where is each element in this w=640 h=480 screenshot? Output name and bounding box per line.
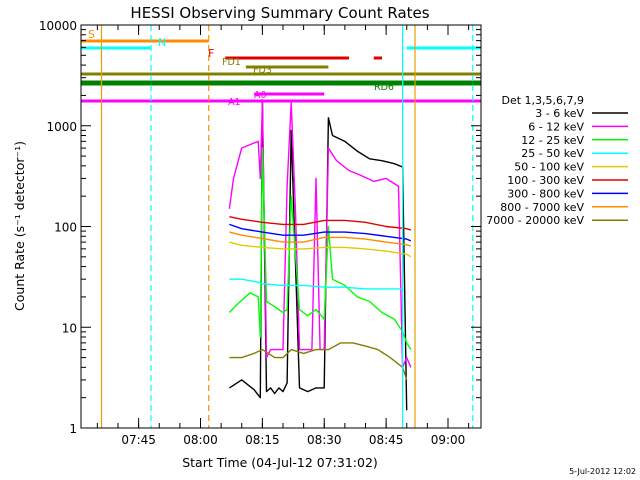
flag-label-f: F	[208, 47, 214, 60]
y-tick-label-100: 100	[54, 221, 77, 235]
y-tick-label-10000: 10000	[39, 19, 77, 33]
series-line-300-800-kev	[229, 223, 412, 242]
y-tick-label-10: 10	[62, 321, 77, 335]
x-axis-label: Start Time (04-Jul-12 07:31:02)	[182, 455, 378, 470]
series-line-800-7000-kev	[229, 231, 412, 247]
flag-label-s: S	[88, 28, 95, 41]
legend-label-100-300-kev: 100 - 300 keV	[507, 174, 584, 187]
legend-label-50-100-kev: 50 - 100 keV	[514, 161, 584, 174]
flag-label-a1: A1	[228, 97, 241, 108]
flag-label-a0: A0	[254, 90, 267, 101]
flag-label-rd6: RD6	[374, 82, 394, 93]
x-tick-label-08-45: 08:45	[369, 433, 404, 447]
legend-label-300-800-kev: 300 - 800 keV	[507, 187, 584, 200]
legend-label-6-12-kev: 6 - 12 keV	[528, 120, 584, 133]
x-tick-label-09-00: 09:00	[431, 433, 466, 447]
series-line-6-12-kev	[228, 101, 412, 368]
legend-title: Det 1,3,5,6,7,9	[501, 94, 584, 107]
series-layer	[228, 99, 412, 411]
x-tick-label-08-30: 08:30	[307, 433, 342, 447]
chart-title: HESSI Observing Summary Count Rates	[130, 4, 429, 22]
legend-label-7000-20000-kev: 7000 - 20000 keV	[486, 214, 584, 227]
flags-layer: S N F FD1 FD3 RD6 A0 A1	[80, 28, 481, 108]
x-tick-label-07-45: 07:45	[121, 433, 156, 447]
series-line-100-300-kev	[229, 216, 412, 231]
series-line-12-25-kev	[228, 147, 412, 350]
legend-label-25-50-kev: 25 - 50 keV	[521, 147, 584, 160]
legend-label-800-7000-kev: 800 - 7000 keV	[500, 201, 584, 214]
y-tick-label-1000: 1000	[46, 120, 77, 134]
series-line-25-50-kev	[229, 278, 403, 290]
series-line-50-100-kev	[229, 241, 412, 258]
flag-label-fd1: FD1	[222, 57, 241, 68]
flag-label-fd3: FD3	[253, 65, 272, 76]
legend-label-3-6-kev: 3 - 6 keV	[535, 107, 584, 120]
series-line-7000-20000-kev	[229, 342, 408, 381]
x-tick-label-08-00: 08:00	[183, 433, 218, 447]
x-tick-label-08-15: 08:15	[245, 433, 280, 447]
flag-label-n: N	[158, 36, 166, 49]
legend-label-12-25-kev: 12 - 25 keV	[521, 134, 584, 147]
y-axis-label: Count Rate (s⁻¹ detector⁻¹)	[12, 141, 27, 311]
footer-timestamp: 5-Jul-2012 12:02	[569, 467, 636, 476]
y-tick-label-1: 1	[69, 422, 77, 436]
axes-layer: 07:45 08:00 08:15 08:30 08:45 09:00 1 10 100 1000…	[39, 19, 481, 447]
